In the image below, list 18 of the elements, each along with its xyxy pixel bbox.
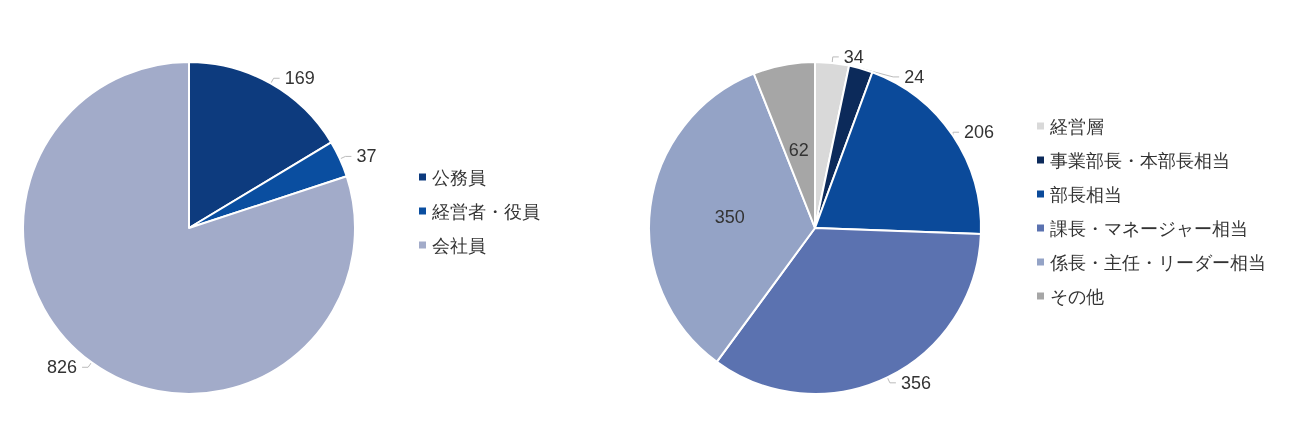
data-label: 356 (900, 372, 931, 393)
legend-label: 事業部長・本部長相当 (1050, 149, 1230, 171)
data-label: 206 (964, 122, 995, 143)
legend-label: 会社員 (432, 234, 486, 256)
legend-label: 経営層 (1049, 115, 1104, 137)
legend-label: 公務員 (432, 166, 486, 188)
legend-label: その他 (1050, 285, 1104, 307)
data-label: 826 (47, 357, 78, 378)
data-label: 169 (284, 68, 315, 89)
data-label: 62 (788, 140, 809, 161)
data-label: 34 (843, 46, 864, 67)
legend-label: 係長・主任・リーダー相当 (1049, 251, 1266, 273)
legend-label: 経営者・役員 (431, 200, 540, 222)
legend-label: 部長相当 (1050, 183, 1122, 205)
data-label: 24 (904, 66, 925, 87)
legend-label: 課長・マネージャー相当 (1050, 217, 1248, 239)
data-label: 350 (714, 207, 745, 228)
data-label: 37 (356, 146, 377, 167)
